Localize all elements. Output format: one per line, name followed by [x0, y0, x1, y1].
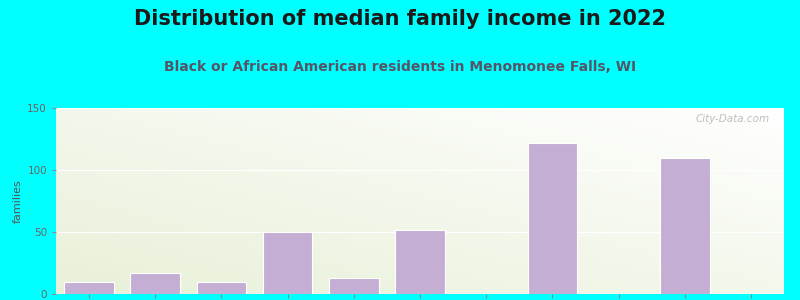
Text: City-Data.com: City-Data.com	[695, 114, 770, 124]
Y-axis label: families: families	[13, 179, 23, 223]
Bar	[64, 282, 114, 294]
Text: Distribution of median family income in 2022: Distribution of median family income in …	[134, 9, 666, 29]
Text: Black or African American residents in Menomonee Falls, WI: Black or African American residents in M…	[164, 60, 636, 74]
Bar	[197, 282, 246, 294]
Bar	[263, 232, 313, 294]
Bar	[395, 230, 445, 294]
Bar	[660, 158, 710, 294]
Bar	[130, 273, 180, 294]
Bar	[527, 143, 577, 294]
Bar	[329, 278, 378, 294]
